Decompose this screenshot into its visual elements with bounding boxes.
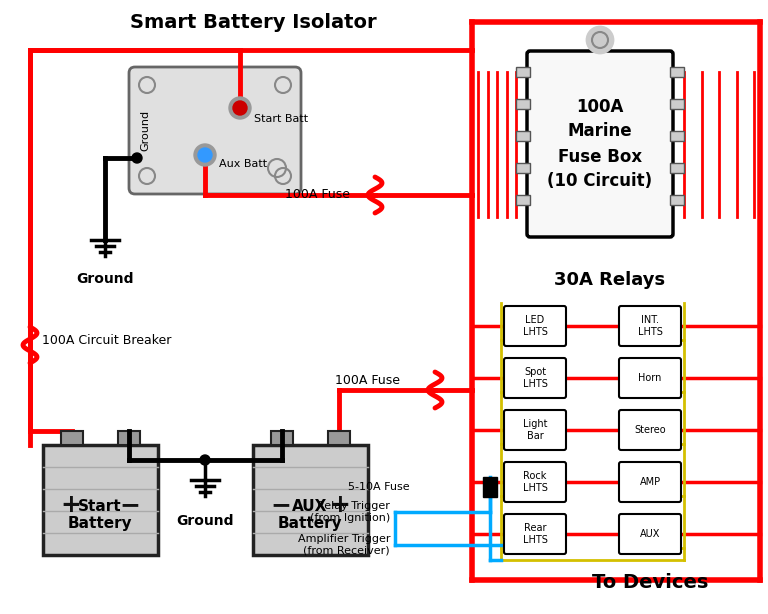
Text: −: − (270, 493, 292, 517)
FancyBboxPatch shape (504, 306, 566, 346)
Text: Ground: Ground (140, 109, 150, 150)
Circle shape (198, 148, 212, 162)
Text: To Devices: To Devices (592, 573, 708, 592)
Text: +: + (61, 493, 81, 517)
FancyBboxPatch shape (619, 514, 681, 554)
Text: 100A Circuit Breaker: 100A Circuit Breaker (42, 333, 171, 346)
Text: LED
LHTS: LED LHTS (522, 315, 548, 337)
Text: Aux Batt: Aux Batt (219, 159, 267, 169)
Text: Spot
LHTS: Spot LHTS (522, 367, 548, 389)
FancyBboxPatch shape (504, 514, 566, 554)
Text: Light
Bar: Light Bar (523, 419, 548, 441)
Text: 100A
Marine
Fuse Box
(10 Circuit): 100A Marine Fuse Box (10 Circuit) (548, 98, 653, 190)
Text: INT.
LHTS: INT. LHTS (637, 315, 663, 337)
Circle shape (194, 144, 216, 166)
FancyBboxPatch shape (129, 67, 301, 194)
FancyBboxPatch shape (504, 462, 566, 502)
Bar (670, 67, 684, 77)
Circle shape (233, 101, 247, 115)
Bar (516, 163, 530, 173)
FancyBboxPatch shape (118, 431, 140, 445)
FancyBboxPatch shape (619, 462, 681, 502)
Bar (670, 163, 684, 173)
Text: 100A Fuse: 100A Fuse (285, 188, 350, 201)
FancyBboxPatch shape (43, 445, 158, 555)
Bar (670, 99, 684, 109)
Bar (516, 99, 530, 109)
Text: 30A Relays: 30A Relays (554, 271, 666, 289)
Text: Stereo: Stereo (634, 425, 666, 435)
Text: AUX
Battery: AUX Battery (278, 499, 343, 531)
FancyBboxPatch shape (271, 431, 293, 445)
Text: −: − (120, 493, 141, 517)
Text: 100A Fuse: 100A Fuse (335, 373, 400, 386)
Text: Start
Battery: Start Battery (68, 499, 132, 531)
FancyBboxPatch shape (619, 358, 681, 398)
FancyBboxPatch shape (619, 306, 681, 346)
Bar (516, 195, 530, 205)
Circle shape (132, 153, 142, 163)
Text: Amplifier Trigger
(from Receiver): Amplifier Trigger (from Receiver) (297, 534, 390, 556)
Bar (670, 195, 684, 205)
FancyBboxPatch shape (253, 445, 368, 555)
FancyBboxPatch shape (328, 431, 350, 445)
Text: Relay Trigger
(from Ignition): Relay Trigger (from Ignition) (310, 501, 390, 523)
Text: 5-10A Fuse: 5-10A Fuse (349, 482, 410, 492)
Text: AMP: AMP (640, 477, 660, 487)
FancyBboxPatch shape (504, 358, 566, 398)
Text: +: + (329, 493, 350, 517)
Bar (516, 67, 530, 77)
Circle shape (587, 27, 613, 53)
Circle shape (200, 455, 210, 465)
Bar (670, 131, 684, 141)
FancyBboxPatch shape (61, 431, 83, 445)
FancyBboxPatch shape (527, 51, 673, 237)
Text: Horn: Horn (638, 373, 662, 383)
Text: Smart Battery Isolator: Smart Battery Isolator (130, 13, 376, 32)
FancyBboxPatch shape (504, 410, 566, 450)
Text: Ground: Ground (176, 514, 233, 528)
Text: Ground: Ground (76, 272, 134, 286)
Circle shape (229, 97, 251, 119)
Text: Rear
LHTS: Rear LHTS (522, 523, 548, 545)
Text: Rock
LHTS: Rock LHTS (522, 471, 548, 493)
Bar (516, 131, 530, 141)
Text: AUX: AUX (640, 529, 660, 539)
Text: Start Batt: Start Batt (254, 114, 308, 124)
FancyBboxPatch shape (619, 410, 681, 450)
Bar (483, 477, 497, 497)
